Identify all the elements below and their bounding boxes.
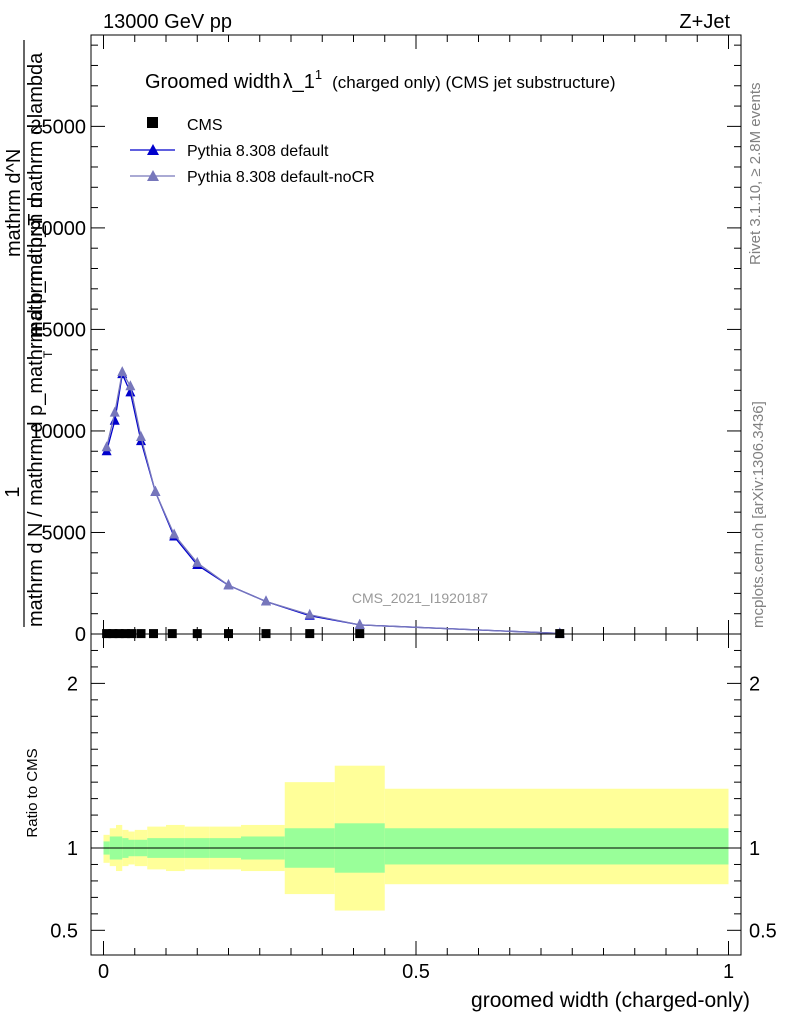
ratio-y-tick-label-right: 2 (749, 673, 760, 695)
analysis-watermark: CMS_2021_I1920187 (352, 590, 488, 606)
pythia-nocr-line (105, 370, 560, 635)
x-axis-label: groomed width (charged-only) (471, 989, 750, 1012)
ratio-y-tick-label-right: 0.5 (749, 920, 777, 942)
ratio-stat-band (384, 828, 729, 865)
legend-pythia-nocr-marker (147, 170, 159, 181)
pythia-nocr-point (109, 406, 120, 417)
ratio-x-axis: 0 0.5 1 (98, 634, 734, 983)
legend: CMS Pythia 8.308 default Pythia 8.308 de… (130, 117, 375, 186)
pythia-nocr-point (261, 595, 271, 606)
ylabel-line-2: mathrm d N / mathrm d p_mathrm d p_mathr… (25, 197, 47, 627)
legend-cms-label: CMS (187, 117, 223, 134)
ratio-y-axis: 0.5 0.5 1 1 2 2 (50, 649, 777, 942)
main-y-axis-label: 1 mathrm d N / mathrm d p_mathrm d p_mat… (2, 40, 55, 627)
ylabel-line-3: mathrm d^N (3, 149, 25, 257)
main-y-tick-label: 10000 (30, 421, 86, 443)
main-y-tick-label: 15000 (30, 319, 86, 341)
ratio-panel: 0.5 0.51 12 2 0 0.5 1 Ratio to CMS groomed wi… (24, 633, 777, 1012)
title-main: Groomed width (145, 71, 281, 93)
pythia-nocr-point (223, 579, 234, 590)
title-symbol: λ_1 (283, 71, 315, 93)
pythia-nocr-point (125, 380, 136, 391)
pythia-nocr-point (101, 441, 112, 452)
main-y-tick-label: 5000 (42, 522, 87, 544)
rivet-label: Rivet 3.1.10, ≥ 2.8M events (747, 83, 764, 266)
pythia-nocr-point (304, 608, 315, 619)
pythia-nocr-point (136, 431, 146, 442)
ratio-x-tick-label: 0 (98, 961, 109, 983)
ratio-x-tick-label: 0.5 (402, 961, 430, 983)
header-right: Z+Jet (679, 11, 730, 33)
mcplots-label: mcplots.cern.ch [arXiv:1306.3436] (750, 401, 767, 628)
main-y-tick-label: 25000 (30, 116, 86, 138)
plot-title: Groomed width λ_11 (charged only) (CMS jet… (145, 67, 616, 93)
pythia-nocr-point (150, 485, 161, 496)
main-y-axis: 0 5000 10000 15000 20000 25000 (30, 44, 741, 646)
main-y-tick-label: 20000 (30, 218, 86, 240)
pythia-nocr-point (117, 366, 128, 377)
ratio-y-tick-label: 2 (67, 673, 78, 695)
title-superscript: 1 (315, 67, 322, 82)
ylabel-subscript: T (41, 350, 55, 358)
ratio-x-tick-label: 1 (723, 961, 734, 983)
pythia-nocr-point (192, 556, 203, 567)
main-y-tick-label: 0 (75, 624, 86, 646)
ylabel-numerator-one: 1 (2, 486, 24, 497)
pythia-nocr-point (354, 618, 365, 629)
ratio-y-tick-label: 1 (67, 838, 78, 860)
title-rest: (charged only) (CMS jet substructure) (332, 73, 615, 92)
legend-pythia-marker (147, 144, 159, 155)
ratio-y-label: Ratio to CMS (24, 748, 41, 837)
ratio-y-tick-label: 0.5 (50, 920, 78, 942)
main-series (101, 366, 565, 639)
ratio-bands (91, 765, 741, 911)
ratio-y-tick-label-right: 1 (749, 838, 760, 860)
legend-cms-marker (147, 117, 158, 128)
header-left: 13000 GeV pp (103, 11, 232, 33)
pythia-point (125, 386, 136, 397)
legend-pythia-label: Pythia 8.308 default (187, 143, 329, 160)
main-panel: 0 5000 10000 15000 20000 25000 CMS_2021_I1920… (30, 34, 742, 646)
pythia-nocr-point (169, 528, 180, 539)
ylabel-line-4: mathrm d p_T mathrm d lambda (25, 52, 47, 338)
pythia-line (105, 371, 560, 635)
legend-pythia-nocr-label: Pythia 8.308 default-noCR (187, 169, 375, 186)
